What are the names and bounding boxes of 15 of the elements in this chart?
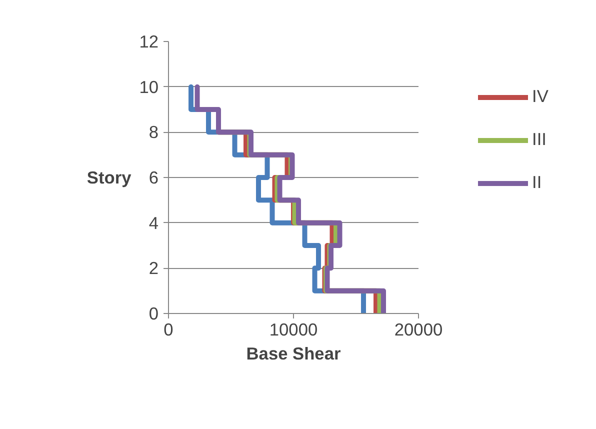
y-tick-label: 12 bbox=[139, 32, 159, 52]
y-tick-label: 4 bbox=[148, 212, 159, 233]
y-tick-label: 8 bbox=[148, 122, 159, 142]
x-axis-title: Base Shear bbox=[246, 344, 341, 364]
x-tick-label: 0 bbox=[164, 320, 174, 340]
y-tick-label: 0 bbox=[148, 304, 159, 324]
legend-label: IV bbox=[532, 86, 550, 107]
y-tick-label: 10 bbox=[139, 76, 159, 97]
y-axis-title: Story bbox=[86, 168, 132, 188]
legend-label: II bbox=[532, 172, 543, 193]
y-tick-label: 6 bbox=[148, 168, 159, 188]
x-tick-label: 20000 bbox=[394, 320, 443, 340]
y-tick-label: 2 bbox=[148, 258, 159, 278]
x-tick-label: 10000 bbox=[269, 320, 318, 340]
legend-label: III bbox=[532, 129, 548, 150]
